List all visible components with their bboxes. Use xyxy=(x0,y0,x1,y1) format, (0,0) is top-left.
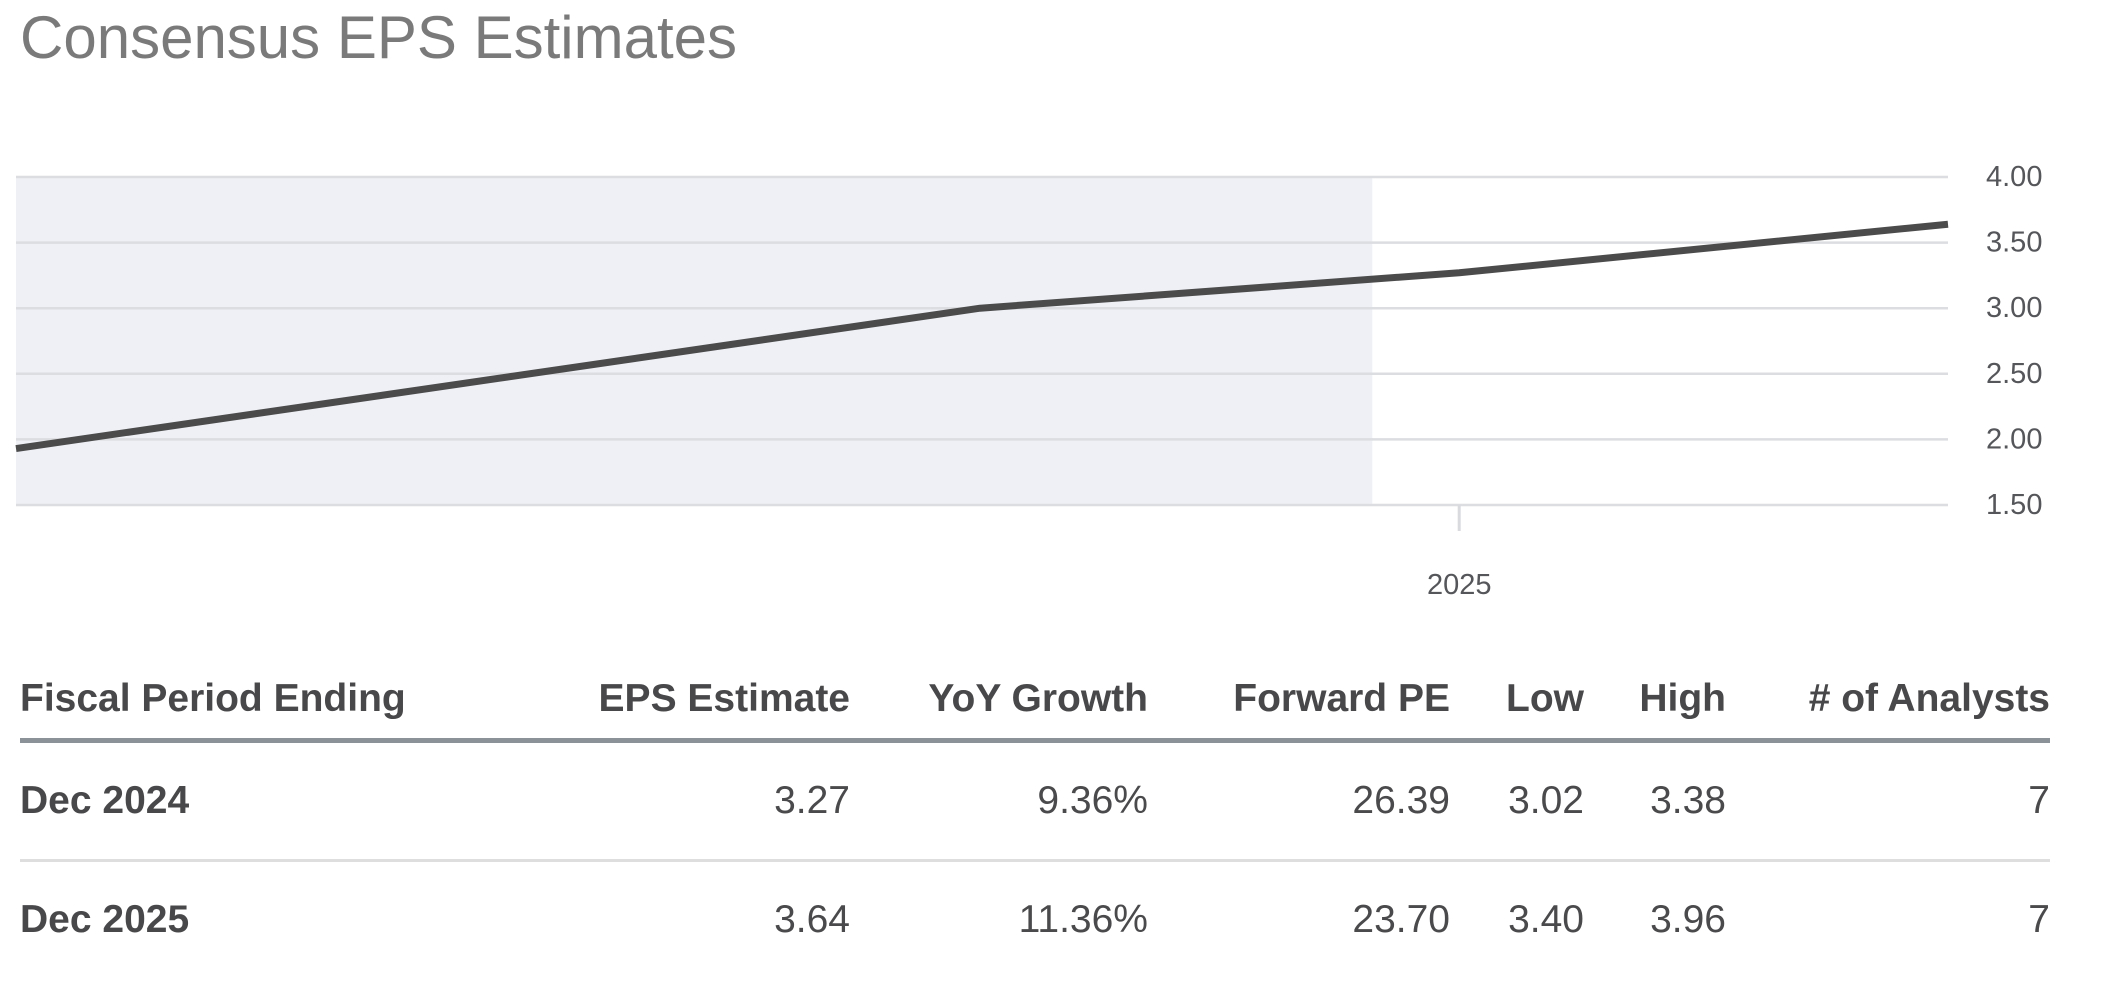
column-header-fiscal-period: Fiscal Period Ending xyxy=(20,660,450,743)
cell-low: 3.02 xyxy=(1450,740,1584,862)
y-axis-label: 1.50 xyxy=(1986,489,2042,521)
column-header-low: Low xyxy=(1450,660,1584,743)
column-header-high: High xyxy=(1584,660,1726,743)
eps-series-line xyxy=(15,220,1949,453)
cell-low: 3.40 xyxy=(1508,898,1584,941)
cell-forward-pe: 23.70 xyxy=(1352,898,1450,941)
x-axis-label: 2025 xyxy=(1427,569,1492,601)
y-axis-label: 3.50 xyxy=(1986,227,2042,259)
column-header-analysts: # of Analysts xyxy=(1726,660,2050,743)
page-title: Consensus EPS Estimates xyxy=(20,4,737,71)
cell-yoy-growth: 9.36% xyxy=(850,740,1148,862)
y-axis-label: 4.00 xyxy=(1986,161,2042,193)
cell-yoy-growth: 11.36% xyxy=(1018,898,1148,941)
y-axis-label: 2.00 xyxy=(1986,423,2042,455)
cell-high: 3.96 xyxy=(1650,898,1726,941)
cell-forward-pe: 26.39 xyxy=(1148,740,1450,862)
table-row: Dec 2025 3.64 11.36% 23.70 3.40 3.96 7 xyxy=(20,861,2050,979)
eps-estimates-table: Fiscal Period Ending EPS Estimate YoY Gr… xyxy=(20,660,2050,978)
y-axis-label: 2.50 xyxy=(1986,358,2042,390)
historical-shaded-region xyxy=(16,177,1373,505)
column-header-eps-estimate: EPS Estimate xyxy=(450,660,850,743)
table-row: Dec 2024 3.27 9.36% 26.39 3.02 3.38 7 xyxy=(20,740,2050,862)
eps-line-chart: 4.00 3.50 3.00 2.50 2.00 1.50 2025 xyxy=(15,161,2042,601)
table-header-row: Fiscal Period Ending EPS Estimate YoY Gr… xyxy=(20,660,2050,743)
column-header-forward-pe: Forward PE xyxy=(1148,660,1450,743)
cell-eps-estimate: 3.27 xyxy=(450,740,850,862)
cell-high: 3.38 xyxy=(1584,740,1726,862)
cell-analysts: 7 xyxy=(2028,898,2050,941)
cell-eps-estimate: 3.64 xyxy=(774,898,850,941)
cell-period: Dec 2024 xyxy=(20,740,450,862)
cell-analysts: 7 xyxy=(1726,740,2050,862)
y-axis-label: 3.00 xyxy=(1986,292,2042,324)
cell-period: Dec 2025 xyxy=(20,898,190,941)
column-header-yoy-growth: YoY Growth xyxy=(850,660,1148,743)
